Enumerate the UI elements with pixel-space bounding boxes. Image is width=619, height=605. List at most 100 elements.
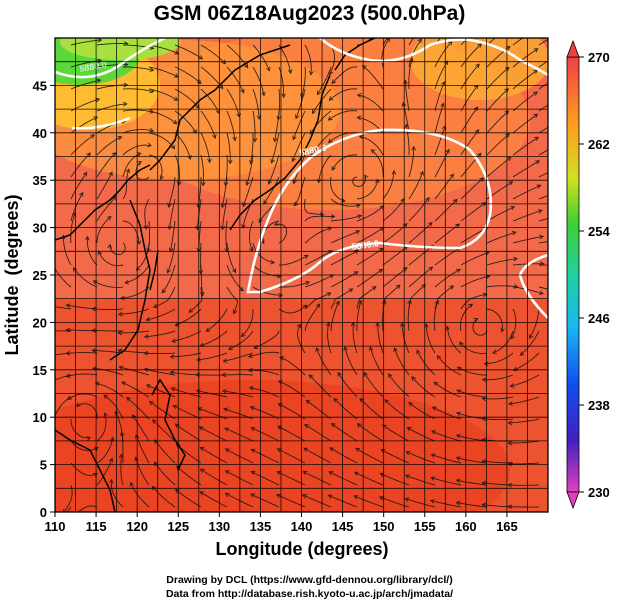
streamline-arrowhead <box>159 175 165 180</box>
streamline-arrowhead <box>429 499 435 504</box>
streamline <box>302 494 332 508</box>
streamline-arrowhead <box>207 158 212 164</box>
streamline <box>352 322 358 354</box>
streamline <box>460 106 478 134</box>
streamline-arrowhead <box>357 214 363 219</box>
streamline <box>310 110 332 135</box>
streamline <box>330 250 359 266</box>
streamline-arrowhead <box>252 137 258 143</box>
streamline-arrowhead <box>97 38 103 43</box>
streamline-arrowhead <box>275 493 281 499</box>
streamline <box>278 255 309 266</box>
streamline-arrowhead <box>108 457 114 463</box>
streamline-arrowhead <box>198 55 204 60</box>
streamline <box>66 506 72 512</box>
streamline-arrowhead <box>108 478 114 484</box>
streamline <box>329 44 335 75</box>
streamline-arrowhead <box>379 472 385 477</box>
streamline-arrowhead <box>270 158 275 164</box>
streamline-arrowhead <box>407 299 412 305</box>
streamline <box>118 330 150 334</box>
streamline <box>276 494 306 508</box>
streamline <box>356 300 362 332</box>
streamline <box>486 110 509 134</box>
streamline <box>408 245 434 266</box>
streamline <box>354 471 384 486</box>
streamline <box>151 486 176 508</box>
streamline <box>122 152 141 178</box>
streamline <box>63 484 73 512</box>
streamline-arrowhead <box>533 48 539 53</box>
streamline-arrowhead <box>103 412 108 418</box>
streamline <box>249 220 254 252</box>
streamline-arrowhead <box>393 347 398 352</box>
streamline-arrowhead <box>221 372 227 378</box>
streamline <box>512 38 524 46</box>
streamline <box>96 216 112 244</box>
streamline <box>70 116 98 134</box>
streamline-arrowhead <box>539 234 545 240</box>
streamline <box>76 403 98 420</box>
streamline-arrowhead <box>561 95 565 98</box>
streamline-arrowhead <box>248 385 254 391</box>
streamline <box>278 403 306 420</box>
streamline-arrowhead <box>43 383 47 387</box>
streamline-arrowhead <box>224 470 230 475</box>
colorbar-label: 230 <box>588 485 610 500</box>
streamline <box>122 220 140 245</box>
streamline <box>512 48 539 68</box>
streamline-arrowhead <box>172 119 178 125</box>
streamline <box>250 133 254 164</box>
streamline-arrowhead <box>91 328 96 333</box>
x-tick-label: 125 <box>167 519 189 534</box>
streamline <box>93 280 124 288</box>
streamline <box>486 231 516 244</box>
y-tick-label: 0 <box>40 505 47 520</box>
streamline <box>329 447 358 464</box>
streamline <box>508 396 540 405</box>
streamline <box>408 146 415 178</box>
streamline-arrowhead <box>561 51 565 54</box>
streamline <box>434 38 441 46</box>
temperature-field <box>55 38 548 512</box>
streamline-arrowhead <box>145 384 151 389</box>
streamline <box>486 206 515 222</box>
streamline <box>329 471 358 486</box>
streamline <box>200 265 204 296</box>
streamline <box>262 220 280 244</box>
streamline-arrowhead <box>327 116 333 121</box>
streamline <box>382 245 408 266</box>
streamline-arrowhead <box>536 184 542 189</box>
streamline <box>130 482 150 508</box>
streamline <box>434 199 458 222</box>
streamline <box>382 170 395 200</box>
streamline-arrowhead <box>481 377 487 383</box>
streamline-arrowhead <box>355 230 361 235</box>
streamline-arrowhead <box>302 304 308 310</box>
streamline-arrowhead <box>240 88 245 94</box>
streamline-arrowhead <box>173 96 179 101</box>
streamline <box>434 247 461 266</box>
streamline-arrowhead <box>504 66 510 72</box>
streamline <box>317 66 332 95</box>
colorbar-label: 270 <box>588 50 610 65</box>
streamline <box>249 387 280 398</box>
streamline-arrowhead <box>278 293 284 298</box>
streamline <box>70 419 91 439</box>
streamline-arrowhead <box>317 90 322 96</box>
streamline <box>460 202 487 222</box>
streamline <box>92 308 124 311</box>
streamline-arrowhead <box>119 431 125 437</box>
streamline-arrowhead <box>355 203 361 209</box>
streamline-arrowhead <box>67 395 72 401</box>
streamline-arrowhead <box>161 288 167 294</box>
streamline <box>434 174 454 200</box>
streamline <box>411 376 436 398</box>
streamline <box>205 308 228 332</box>
streamline-arrowhead <box>364 174 369 180</box>
streamline <box>333 398 358 420</box>
streamline <box>431 454 462 464</box>
streamline <box>70 172 88 200</box>
streamline <box>355 447 384 464</box>
streamline-arrowhead <box>108 171 113 177</box>
